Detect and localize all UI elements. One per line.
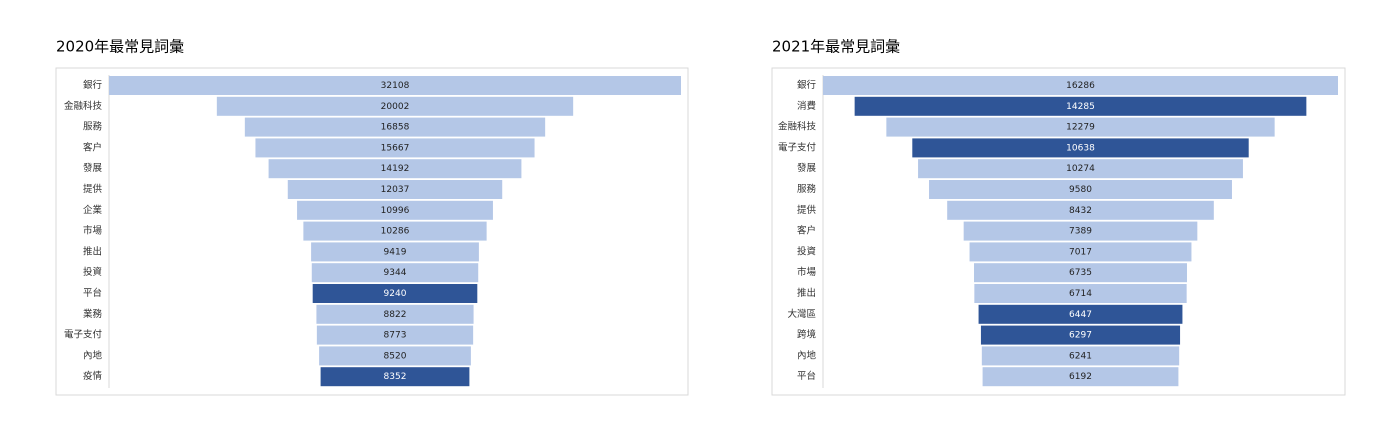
value-label: 32108 [381, 81, 410, 91]
bar [912, 138, 1249, 158]
category-label: 跨境 [797, 329, 817, 341]
value-label: 9240 [384, 289, 407, 299]
value-label: 10274 [1066, 164, 1095, 174]
category-label: 銀行 [83, 79, 103, 91]
value-label: 8432 [1069, 206, 1092, 216]
value-label: 12279 [1066, 123, 1095, 133]
category-label: 服務 [83, 121, 103, 133]
value-label: 6735 [1069, 268, 1092, 278]
bar [268, 159, 522, 179]
bar [303, 221, 487, 241]
bar [316, 304, 474, 324]
category-label: 推出 [83, 245, 102, 257]
value-label: 6447 [1069, 310, 1092, 320]
value-label: 16286 [1066, 81, 1095, 91]
value-label: 8822 [384, 310, 407, 320]
category-label: 客户 [797, 225, 816, 237]
bar [320, 367, 470, 387]
value-label: 10638 [1066, 143, 1095, 153]
bar [109, 76, 681, 95]
bar [244, 117, 546, 137]
bar [312, 284, 478, 303]
category-label: 業務 [83, 308, 103, 320]
category-label: 電子支付 [778, 141, 817, 153]
value-label: 9580 [1069, 185, 1092, 195]
bar [963, 221, 1198, 241]
category-label: 推出 [797, 287, 816, 299]
bar [255, 138, 535, 158]
value-label: 15667 [381, 143, 410, 153]
category-label: 服務 [797, 183, 817, 195]
value-label: 12037 [381, 185, 410, 195]
value-label: 8773 [384, 331, 407, 341]
category-label: 疫情 [83, 370, 103, 382]
value-label: 6297 [1069, 331, 1092, 341]
category-label: 平台 [83, 287, 102, 299]
category-label: 內地 [797, 349, 817, 361]
value-label: 9419 [384, 247, 407, 257]
bar [311, 263, 479, 283]
category-label: 市場 [797, 266, 817, 278]
value-label: 6714 [1069, 289, 1092, 299]
chart-title: 2020年最常見詞彙 [56, 38, 184, 56]
value-label: 8352 [384, 372, 407, 382]
bar [316, 325, 474, 345]
category-label: 銀行 [797, 79, 817, 91]
category-label: 電子支付 [64, 329, 103, 341]
value-label: 14192 [381, 164, 410, 174]
value-label: 7017 [1069, 247, 1092, 257]
bar [947, 200, 1214, 220]
bar [974, 284, 1187, 303]
bar [287, 180, 503, 199]
value-label: 7389 [1069, 227, 1092, 237]
category-label: 提供 [83, 183, 103, 195]
value-label: 14285 [1066, 102, 1095, 112]
category-label: 投資 [797, 245, 816, 257]
category-label: 市場 [83, 225, 103, 237]
value-label: 8520 [384, 351, 407, 361]
value-label: 10286 [381, 227, 410, 237]
category-label: 平台 [797, 370, 816, 382]
bar [980, 325, 1181, 345]
category-label: 大灣區 [787, 308, 816, 320]
bar [982, 367, 1179, 387]
value-label: 9344 [384, 268, 407, 278]
bar [978, 304, 1183, 324]
category-label: 金融科技 [64, 100, 103, 112]
category-label: 消費 [797, 100, 816, 112]
value-label: 6241 [1069, 351, 1092, 361]
bar [886, 117, 1275, 137]
category-label: 企業 [83, 204, 103, 216]
bar [981, 346, 1180, 366]
bar [974, 263, 1187, 283]
value-label: 10996 [381, 206, 410, 216]
bar [823, 76, 1338, 95]
category-label: 發展 [797, 162, 817, 174]
value-label: 6192 [1069, 372, 1092, 382]
bar [854, 96, 1307, 116]
bar [311, 242, 479, 262]
category-label: 內地 [83, 349, 103, 361]
category-label: 投資 [83, 266, 102, 278]
bar [929, 180, 1232, 199]
category-label: 客户 [83, 141, 102, 153]
bar [969, 242, 1192, 262]
category-label: 金融科技 [778, 121, 817, 133]
bar [297, 200, 493, 220]
category-label: 發展 [83, 162, 103, 174]
bar [216, 96, 574, 116]
value-label: 20002 [381, 102, 410, 112]
bar [319, 346, 471, 366]
bar [918, 159, 1243, 179]
chart-title: 2021年最常見詞彙 [772, 38, 900, 56]
category-label: 提供 [797, 204, 817, 216]
value-label: 16858 [381, 123, 410, 133]
